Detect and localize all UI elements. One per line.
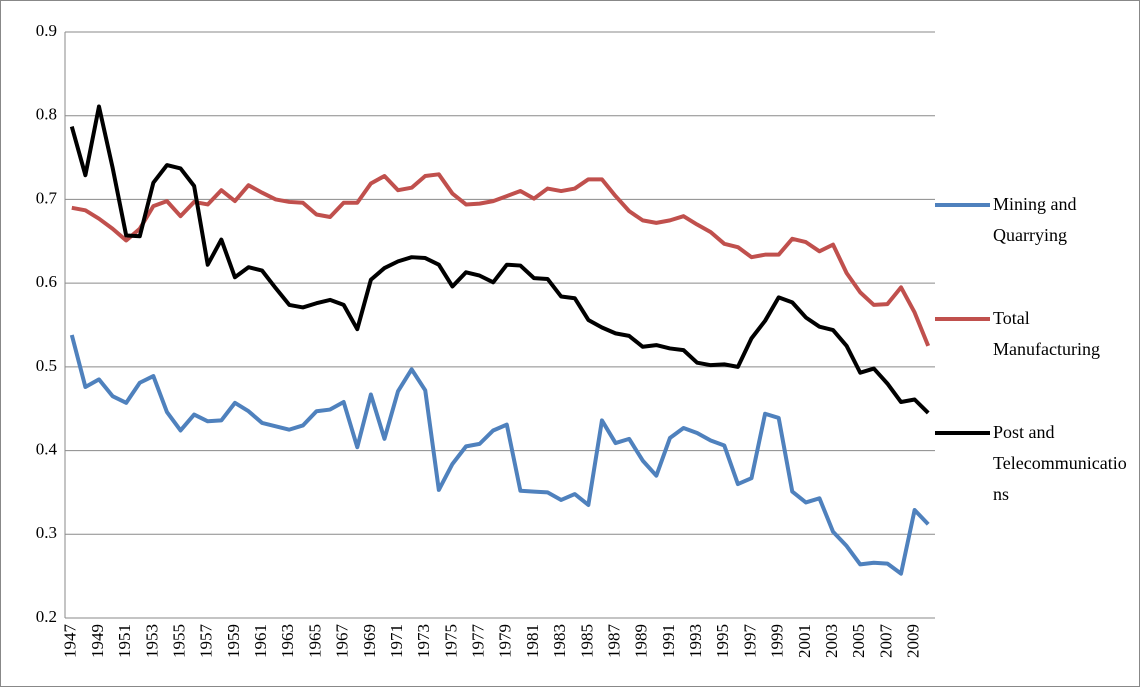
x-tick-label: 1993 [686,624,705,658]
x-tick-label: 2005 [849,624,868,658]
x-tick-label: 1963 [278,624,297,658]
x-tick-label: 1969 [360,624,379,658]
x-tick-label: 1975 [441,624,460,658]
legend-label: Mining and Quarrying [993,194,1077,245]
y-tick-label: 0.6 [36,272,57,291]
y-tick-label: 0.4 [36,439,58,458]
x-tick-label: 1983 [550,624,569,658]
x-tick-label: 2009 [904,624,923,658]
x-tick-label: 1957 [197,624,216,659]
x-tick-label: 1949 [88,624,107,658]
x-tick-label: 2003 [822,624,841,658]
x-tick-label: 1971 [387,624,406,658]
x-tick-label: 1977 [469,624,488,659]
y-tick-label: 0.7 [36,188,58,207]
x-tick-label: 1991 [659,624,678,658]
x-tick-label: 1951 [115,624,134,658]
x-tick-label: 1961 [251,624,270,658]
x-tick-label: 2007 [876,624,895,659]
series-line [71,172,931,347]
x-tick-label: 1947 [61,624,80,659]
series-line [69,104,930,415]
x-tick-label: 1997 [740,624,759,659]
x-tick-label: 1981 [523,624,542,658]
y-tick-label: 0.3 [36,523,57,542]
series-line [69,334,930,576]
x-tick-label: 1973 [414,624,433,658]
x-tick-label: 1967 [333,624,352,659]
x-tick-label: 1989 [632,624,651,658]
x-tick-label: 1999 [768,624,787,658]
x-tick-label: 1985 [577,624,596,658]
x-tick-label: 1959 [224,624,243,658]
legend-label: Post and Telecommunications [993,422,1127,504]
legend-label: Total Manufacturing [993,308,1100,359]
x-tick-label: 1995 [713,624,732,658]
x-tick-label: 1987 [604,624,623,659]
y-tick-label: 0.5 [36,356,57,375]
x-tick-label: 1953 [142,624,161,658]
x-tick-label: 1965 [305,624,324,658]
x-tick-label: 1979 [496,624,515,658]
y-tick-label: 0.8 [36,105,57,124]
x-tick-label: 2001 [795,624,814,658]
x-tick-label: 1955 [169,624,188,658]
y-tick-label: 0.2 [36,607,57,626]
y-tick-label: 0.9 [36,21,57,40]
